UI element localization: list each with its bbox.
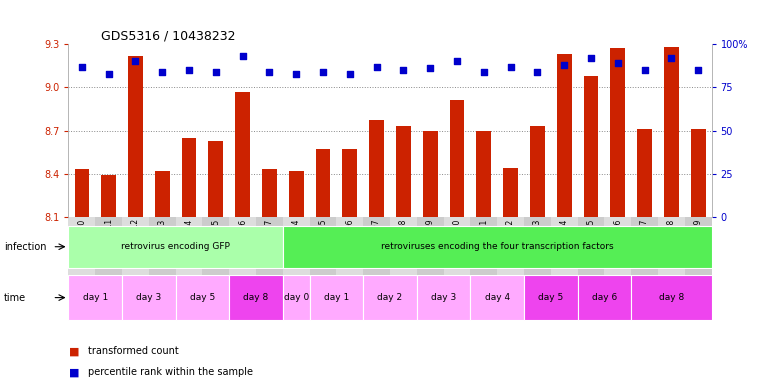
Bar — [155, 171, 170, 217]
Bar — [423, 131, 438, 217]
Text: infection: infection — [4, 242, 46, 252]
Bar — [610, 48, 625, 217]
Text: day 5: day 5 — [538, 293, 563, 302]
Bar — [557, 54, 572, 217]
Text: day 4: day 4 — [485, 293, 510, 302]
Bar — [524, 275, 578, 320]
Text: GDS5316 / 10438232: GDS5316 / 10438232 — [100, 30, 235, 43]
Bar — [262, 169, 277, 217]
Bar — [128, 56, 143, 217]
Text: day 1: day 1 — [83, 293, 108, 302]
Bar — [176, 275, 229, 320]
Point — [129, 58, 142, 65]
Bar — [209, 141, 223, 217]
Bar — [283, 275, 310, 320]
Bar — [584, 76, 598, 217]
Text: retrovirus encoding GFP: retrovirus encoding GFP — [121, 242, 230, 251]
Bar — [310, 275, 363, 320]
Point — [558, 62, 570, 68]
Text: day 5: day 5 — [189, 293, 215, 302]
Bar — [417, 275, 470, 320]
Point — [692, 67, 704, 73]
Point — [183, 67, 195, 73]
Bar — [283, 225, 712, 268]
Bar — [664, 47, 679, 217]
Bar — [631, 275, 712, 320]
Point — [76, 63, 88, 70]
Text: ■: ■ — [68, 367, 79, 377]
Text: retroviruses encoding the four transcription factors: retroviruses encoding the four transcrip… — [380, 242, 613, 251]
Bar — [68, 275, 122, 320]
Bar — [68, 225, 283, 268]
Bar — [75, 169, 89, 217]
Point — [478, 69, 490, 75]
Bar — [229, 275, 283, 320]
Point — [263, 69, 275, 75]
Text: time: time — [4, 293, 26, 303]
Bar — [476, 131, 491, 217]
Point — [103, 70, 115, 76]
Point — [612, 60, 624, 66]
Bar — [503, 168, 518, 217]
Text: day 6: day 6 — [592, 293, 617, 302]
Point — [156, 69, 168, 75]
Bar — [396, 126, 411, 217]
Text: day 3: day 3 — [136, 293, 161, 302]
Point — [371, 63, 383, 70]
Bar — [316, 149, 330, 217]
Point — [505, 63, 517, 70]
Point — [531, 69, 543, 75]
Point — [317, 69, 329, 75]
Point — [397, 67, 409, 73]
Text: day 0: day 0 — [284, 293, 309, 302]
Text: ■: ■ — [68, 346, 79, 356]
Bar — [578, 275, 631, 320]
Bar — [691, 129, 705, 217]
Bar — [369, 121, 384, 217]
Bar — [450, 100, 464, 217]
Point — [237, 53, 249, 59]
Bar — [363, 275, 417, 320]
Point — [638, 67, 651, 73]
Text: transformed count: transformed count — [88, 346, 178, 356]
Bar — [182, 138, 196, 217]
Bar — [235, 92, 250, 217]
Bar — [637, 129, 652, 217]
Text: day 8: day 8 — [244, 293, 269, 302]
Text: day 2: day 2 — [377, 293, 403, 302]
Bar — [289, 171, 304, 217]
Text: day 1: day 1 — [323, 293, 349, 302]
Point — [424, 65, 436, 71]
Point — [451, 58, 463, 65]
Text: day 8: day 8 — [659, 293, 684, 302]
Point — [665, 55, 677, 61]
Bar — [101, 175, 116, 217]
Bar — [470, 275, 524, 320]
Bar — [530, 126, 545, 217]
Point — [290, 70, 302, 76]
Text: percentile rank within the sample: percentile rank within the sample — [88, 367, 253, 377]
Point — [344, 70, 356, 76]
Bar — [342, 149, 357, 217]
Bar — [122, 275, 176, 320]
Point — [210, 69, 222, 75]
Text: day 3: day 3 — [431, 293, 457, 302]
Point — [585, 55, 597, 61]
